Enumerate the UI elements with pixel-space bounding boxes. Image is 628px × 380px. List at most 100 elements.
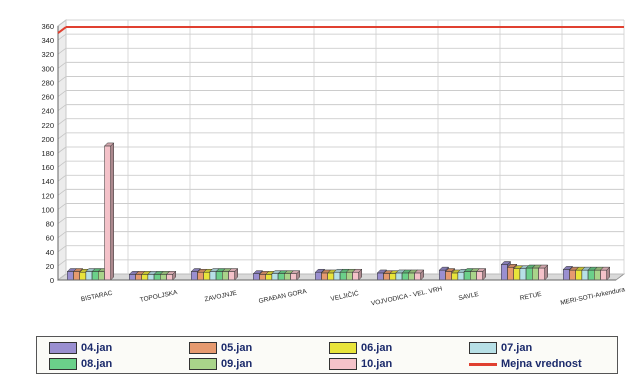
- bar-07-jan-retue: [519, 268, 527, 281]
- legend-item-07jan: 07.jan: [469, 340, 532, 356]
- gridline-h-wall: [57, 217, 67, 224]
- bar-09-jan-bistarac: [98, 271, 105, 281]
- bar-08-jan-velji-i-: [339, 271, 347, 281]
- legend-label-10jan: 10.jan: [361, 358, 393, 370]
- bar-07-jan-zavojnje: [209, 271, 217, 281]
- bar-05-jan-velji-i-: [321, 272, 328, 281]
- y-tick-label: 100: [41, 205, 54, 214]
- bar-top-04-jan-gra-an-gora: [252, 270, 264, 274]
- gridline-h-wall: [57, 259, 67, 267]
- bar-05-jan-savle: [445, 271, 452, 281]
- gridline-h-wall: [57, 245, 67, 253]
- x-tick-label: ZAVOJNJE: [204, 290, 238, 304]
- bar-08-jan-meri-soti-arkendura: [587, 269, 595, 281]
- bar-08-jan-gra-an-gora: [277, 273, 285, 281]
- x-tick-label: SAVLE: [458, 291, 480, 302]
- gridline-h-wall: [57, 104, 67, 111]
- legend-item-08jan: 08.jan: [49, 356, 112, 372]
- gridline-h-wall: [57, 189, 67, 196]
- y-tick-label: 120: [41, 191, 54, 200]
- bar-top-05-jan-retue: [506, 264, 518, 268]
- y-tick-label: 300: [41, 64, 54, 73]
- gridline-h-wall: [57, 33, 67, 41]
- bar-10-jan-zavojnje: [228, 271, 235, 281]
- y-tick-label: 260: [41, 93, 54, 102]
- legend-label-09jan: 09.jan: [221, 358, 253, 370]
- bar-04-jan-gra-an-gora: [253, 273, 260, 281]
- bar-04-jan-velji-i-: [315, 271, 322, 281]
- x-tick-label: GRAĐAN GORA: [258, 288, 308, 305]
- bar-10-jan-retue: [538, 267, 545, 281]
- bar-05-jan-meri-soti-arkendura: [569, 269, 576, 281]
- gridline-h-wall: [57, 132, 67, 140]
- bar-08-jan-vojvodica-vel-vrh: [401, 272, 409, 281]
- bar-top-04-jan-vojvodica-vel-vrh: [376, 269, 388, 274]
- bar-06-jan-savle: [451, 272, 459, 281]
- legend-item-06jan: 06.jan: [329, 340, 392, 356]
- bar-08-jan-zavojnje: [215, 271, 223, 281]
- x-tick-label: VELJIČIĆ: [330, 288, 360, 303]
- gridline-h-wall: [57, 47, 67, 55]
- bar-09-jan-zavojnje: [222, 271, 229, 281]
- chart: 0 20 40 60 80 100 120 140 160 180 200 220 240 260 280 3…: [41, 19, 626, 308]
- legend-label-08jan: 08.jan: [81, 358, 113, 370]
- bar-top-10-jan-bistarac: [103, 142, 115, 147]
- legend-label-06jan: 06.jan: [361, 342, 393, 354]
- bar-top-04-jan-retue: [500, 261, 512, 265]
- bar-10-jan-vojvodica-vel-vrh: [414, 272, 421, 281]
- bar-10-jan-velji-i-: [352, 271, 359, 281]
- legend-label-04jan: 04.jan: [81, 342, 113, 354]
- y-tick-label: 140: [41, 177, 54, 186]
- legend-item-09jan: 09.jan: [189, 356, 252, 372]
- x-tick-label: VOJVODICA - VEL. VRH: [370, 285, 443, 307]
- legend: 04.jan 05.jan 06.jan 07.jan 08.jan 09.ja…: [36, 336, 618, 374]
- legend-swatch-08jan: [49, 358, 77, 370]
- bar-top-10-jan-zavojnje: [227, 268, 239, 272]
- y-tick-label: 340: [41, 36, 54, 45]
- bar-top-10-jan-meri-soti-arkendura: [599, 266, 611, 271]
- bar-top-10-jan-velji-i-: [351, 268, 363, 273]
- y-tick-label: 220: [41, 121, 54, 130]
- gridline-h-wall: [57, 160, 67, 168]
- bar-09-jan-velji-i-: [346, 271, 353, 281]
- y-tick-label: 80: [46, 220, 54, 229]
- bar-04-jan-vojvodica-vel-vrh: [377, 272, 384, 281]
- bar-06-jan-meri-soti-arkendura: [575, 269, 583, 281]
- bar-top-04-jan-zavojnje: [190, 268, 202, 272]
- reference-line-wall: [57, 26, 67, 34]
- y-tick-label: 320: [41, 50, 54, 59]
- y-tick-label: 40: [46, 248, 54, 257]
- legend-swatch-07jan: [469, 342, 497, 354]
- gridline-h-wall: [57, 118, 67, 126]
- gridline-h-wall: [57, 62, 67, 69]
- x-tick-label: MERI-SOTI-Arkendura: [560, 286, 626, 307]
- legend-swatch-09jan: [189, 358, 217, 370]
- y-tick-label: 200: [41, 135, 54, 144]
- bar-05-jan-topoljska: [135, 274, 142, 281]
- bar-04-jan-savle: [439, 269, 446, 281]
- bar-top-10-jan-vojvodica-vel-vrh: [413, 269, 425, 274]
- bar-top-04-jan-meri-soti-arkendura: [562, 266, 574, 270]
- bar-08-jan-topoljska: [153, 274, 161, 281]
- bar-05-jan-zavojnje: [197, 271, 204, 281]
- bar-side-10-jan-bistarac: [110, 142, 114, 281]
- bar-top-10-jan-savle: [475, 268, 487, 272]
- bar-05-jan-bistarac: [73, 271, 80, 281]
- gridline-h-wall: [57, 174, 67, 182]
- bar-08-jan-savle: [463, 271, 471, 281]
- bar-04-jan-retue: [501, 264, 508, 281]
- gridline-h-wall: [57, 19, 67, 27]
- gridline-h-wall: [57, 146, 67, 154]
- legend-swatch-05jan: [189, 342, 217, 354]
- bar-top-10-jan-gra-an-gora: [289, 270, 301, 274]
- bar-top-10-jan-retue: [537, 264, 549, 269]
- legend-label-mejna-vrednost: Mejna vrednost: [501, 358, 582, 370]
- bar-07-jan-topoljska: [147, 274, 155, 281]
- bar-top-05-jan-savle: [444, 268, 456, 272]
- bar-08-jan-bistarac: [91, 271, 99, 281]
- bar-06-jan-retue: [513, 268, 521, 281]
- bar-07-jan-velji-i-: [333, 271, 341, 281]
- bar-07-jan-meri-soti-arkendura: [581, 269, 589, 281]
- legend-item-05jan: 05.jan: [189, 340, 252, 356]
- bar-06-jan-topoljska: [141, 274, 149, 281]
